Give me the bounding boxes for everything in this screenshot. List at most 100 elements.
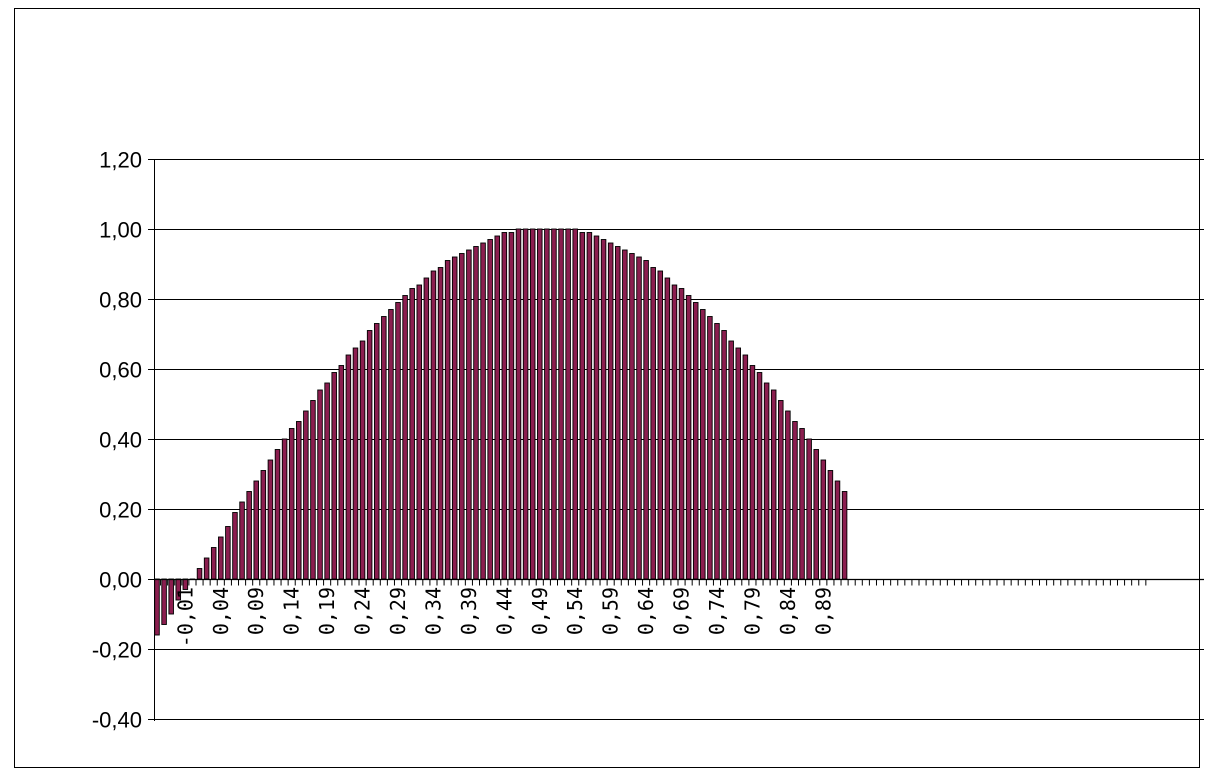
x-tick-label: 0,14 <box>280 587 304 635</box>
bar <box>579 232 586 580</box>
bar-chart: -0,40 -0,20 0,00 0,20 0,40 0,60 0,80 1,00 1,20 -… <box>92 148 1204 733</box>
bar <box>756 372 763 580</box>
bar <box>671 284 678 580</box>
bar <box>600 239 607 580</box>
y-tick-label: -0,40 <box>92 708 142 733</box>
x-tick-label: 0,69 <box>670 587 694 635</box>
y-tick-label: -0,20 <box>92 638 142 663</box>
x-tick-label: 0,59 <box>599 587 623 635</box>
x-tick-label: 0,19 <box>315 587 339 635</box>
bar <box>714 323 720 580</box>
bar <box>239 501 245 580</box>
bar <box>366 330 373 580</box>
bar <box>593 235 600 580</box>
bar <box>522 228 529 580</box>
bar <box>381 316 387 580</box>
bar <box>763 382 770 580</box>
chart-area <box>14 8 1200 768</box>
y-tick-label: 0,60 <box>99 358 142 383</box>
y-tick-label: 0,20 <box>99 498 142 523</box>
bar <box>664 277 671 580</box>
x-tick-label: 0,04 <box>209 587 233 635</box>
bar <box>281 438 288 580</box>
bar <box>246 491 252 580</box>
x-tick-labels: -0,01 0,04 0,09 0,14 0,19 0,24 0,29 0,34 0,39 0,4… <box>173 587 835 647</box>
bar <box>373 323 380 580</box>
bar <box>770 389 777 580</box>
bar <box>799 428 805 580</box>
bar <box>203 557 210 580</box>
x-tick-label: 0,24 <box>351 587 375 635</box>
bar <box>388 309 394 580</box>
bar <box>692 302 699 580</box>
bar <box>154 578 160 636</box>
bar <box>480 242 486 580</box>
bar <box>806 438 812 580</box>
bar <box>395 302 401 580</box>
bar <box>643 260 649 580</box>
y-tick-label: 1,00 <box>99 218 142 243</box>
x-tick-label: 0,39 <box>457 587 481 635</box>
bar <box>742 354 749 580</box>
bar <box>218 536 224 580</box>
x-tick-label: 0,64 <box>634 587 658 635</box>
bar <box>615 246 621 580</box>
bar <box>225 526 231 580</box>
y-tick-label: 1,20 <box>99 148 142 173</box>
x-tick-label: 0,84 <box>776 587 800 635</box>
bar <box>685 295 692 580</box>
bar <box>267 459 274 580</box>
axes <box>148 159 1204 721</box>
bar <box>778 400 784 580</box>
bar <box>508 232 515 580</box>
x-tick-label: 0,79 <box>740 587 764 635</box>
x-tick-label: 0,89 <box>811 587 835 635</box>
x-tick-label: 0,29 <box>386 587 410 635</box>
bar <box>331 372 337 580</box>
bar <box>537 228 543 580</box>
bar <box>515 228 522 580</box>
bar <box>324 382 330 580</box>
bar <box>544 228 550 580</box>
bar <box>834 480 841 580</box>
bar <box>402 295 408 580</box>
bar <box>359 340 366 580</box>
bar <box>253 480 259 580</box>
bar <box>274 449 281 580</box>
bar <box>430 270 437 580</box>
y-tick-labels: -0,40 -0,20 0,00 0,20 0,40 0,60 0,80 1,00 1,20 <box>92 148 142 733</box>
bar <box>827 470 834 580</box>
bar <box>707 316 713 580</box>
bar <box>423 277 430 580</box>
bar <box>409 288 415 580</box>
bar <box>813 449 819 580</box>
bar <box>487 239 493 580</box>
bar <box>317 389 323 580</box>
bar <box>416 284 423 580</box>
x-tick-label: 0,49 <box>528 587 552 635</box>
bar <box>629 253 635 580</box>
y-tick-label: 0,40 <box>99 428 142 453</box>
x-tick-label: 0,44 <box>492 587 516 635</box>
bar <box>303 410 309 580</box>
bar <box>345 354 352 580</box>
bar <box>473 246 479 580</box>
bar <box>296 421 302 580</box>
bar <box>288 428 295 580</box>
bar <box>501 232 508 580</box>
bar <box>161 578 167 625</box>
bar <box>232 512 238 580</box>
bar <box>260 470 267 580</box>
bar <box>607 242 614 580</box>
bar <box>310 400 316 580</box>
bar <box>565 228 571 580</box>
y-tick-label: 0,80 <box>99 288 142 313</box>
bar <box>196 568 203 580</box>
bar <box>572 228 578 580</box>
bar <box>678 288 685 580</box>
x-tick-label: -0,01 <box>173 587 197 647</box>
bar <box>451 256 458 580</box>
bar <box>529 228 536 580</box>
bar <box>749 365 756 580</box>
bar <box>721 330 727 580</box>
